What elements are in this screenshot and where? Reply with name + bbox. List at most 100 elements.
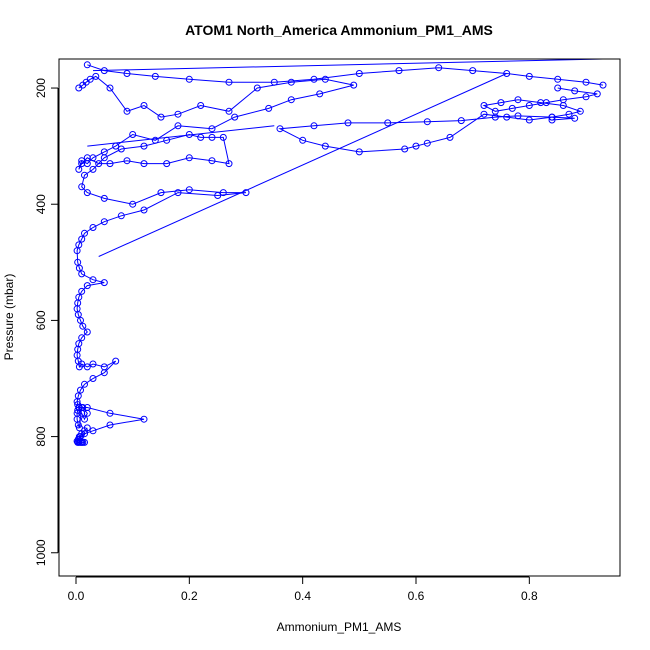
data-point <box>350 81 358 89</box>
data-point <box>525 102 533 109</box>
series-line <box>87 64 604 86</box>
data-point <box>112 357 120 365</box>
data-point <box>81 171 88 179</box>
data-point <box>185 75 193 83</box>
data-point <box>384 119 392 127</box>
data-point <box>197 102 205 109</box>
data-point <box>514 112 522 120</box>
data-point <box>83 282 91 290</box>
data-point <box>582 78 590 86</box>
data-point <box>73 247 81 255</box>
data-point <box>554 84 562 92</box>
data-point <box>497 99 505 107</box>
data-point <box>276 125 284 133</box>
data-point <box>565 110 573 118</box>
data-point <box>106 84 114 92</box>
data-point <box>593 90 601 98</box>
data-point <box>106 160 114 168</box>
data-point <box>86 75 94 83</box>
data-point <box>77 316 84 324</box>
data-point <box>242 189 250 197</box>
data-point <box>89 360 97 368</box>
data-point <box>174 122 182 130</box>
data-point <box>491 113 499 121</box>
data-point <box>117 212 125 220</box>
data-point <box>287 96 295 104</box>
data-point <box>503 113 511 121</box>
data-point <box>77 386 84 394</box>
data-point <box>435 64 443 72</box>
data-point <box>582 93 590 101</box>
data-point <box>100 279 108 287</box>
data-point <box>89 427 97 435</box>
y-axis-label: Pressure (mbar) <box>2 274 16 361</box>
data-point <box>75 424 83 432</box>
data-point <box>287 78 295 86</box>
data-point <box>185 186 193 194</box>
data-point <box>310 122 318 130</box>
series-line <box>76 75 354 443</box>
plot-frame <box>58 58 621 577</box>
data-point <box>554 75 562 83</box>
data-point <box>197 133 205 141</box>
data-point <box>355 70 363 77</box>
data-point <box>225 107 233 115</box>
data-point <box>100 369 108 377</box>
data-point <box>78 334 86 342</box>
data-point <box>83 424 91 432</box>
data-point <box>219 133 227 141</box>
data-point <box>83 61 91 69</box>
data-point <box>457 117 465 125</box>
data-point <box>123 70 131 77</box>
data-point <box>508 104 516 112</box>
data-point <box>316 90 324 98</box>
y-tick-label: 800 <box>34 426 48 446</box>
data-point <box>83 189 91 197</box>
series-line <box>278 87 598 153</box>
data-point <box>537 99 545 107</box>
data-point <box>100 194 108 202</box>
data-point <box>208 157 216 165</box>
x-tick-label: 0.4 <box>294 589 311 603</box>
data-point <box>78 160 86 168</box>
data-point <box>75 264 83 272</box>
data-point <box>208 133 216 141</box>
data-point <box>89 165 97 173</box>
data-point <box>140 206 148 214</box>
data-point <box>525 72 533 80</box>
data-point <box>81 229 88 237</box>
data-point <box>89 276 97 284</box>
data-point <box>83 328 91 336</box>
data-point <box>219 189 227 197</box>
data-point <box>344 119 352 127</box>
data-point <box>78 235 86 243</box>
data-point <box>548 116 556 124</box>
data-point <box>123 107 131 115</box>
data-point <box>265 104 273 112</box>
data-point <box>129 200 137 208</box>
chart-title: ATOM1 North_America Ammonium_PM1_AMS <box>185 22 493 38</box>
data-point <box>140 415 148 423</box>
data-point <box>117 145 125 153</box>
y-tick-label: 1000 <box>34 539 48 566</box>
data-point <box>81 415 88 423</box>
x-tick-label: 0.8 <box>521 589 538 603</box>
data-point <box>253 84 261 92</box>
connector-line <box>98 73 507 257</box>
data-point <box>225 78 233 86</box>
data-point <box>151 72 159 80</box>
data-point <box>78 287 86 295</box>
plot-area <box>73 59 607 446</box>
data-point <box>525 116 533 124</box>
data-point <box>74 311 82 319</box>
data-point <box>185 154 193 162</box>
data-point <box>151 136 159 144</box>
data-point <box>100 154 108 162</box>
data-point <box>83 404 91 411</box>
data-point <box>469 67 477 75</box>
data-point <box>446 133 454 141</box>
data-point <box>100 218 108 226</box>
data-point <box>78 270 86 278</box>
data-point <box>423 139 431 147</box>
